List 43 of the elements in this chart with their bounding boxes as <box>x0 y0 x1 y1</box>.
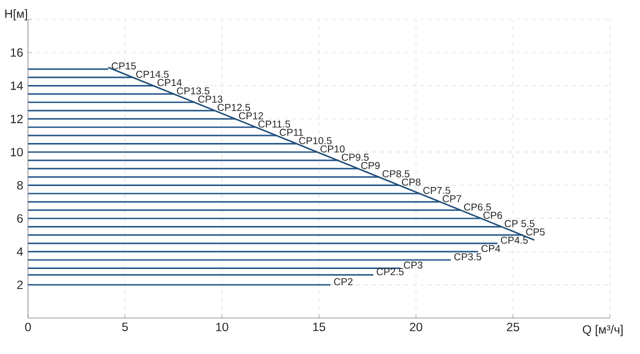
x-tick-label: 10 <box>216 322 228 332</box>
y-axis-title: H[м] <box>5 9 28 20</box>
series-label: CP10.5 <box>299 137 332 144</box>
x-tick-label: 15 <box>313 322 326 332</box>
series-label: CP10 <box>320 145 345 152</box>
x-tick-label: 25 <box>506 322 520 332</box>
y-tick-label: 6 <box>17 214 23 223</box>
y-tick-label: 2 <box>17 280 23 290</box>
x-tick-label: 0 <box>25 322 31 332</box>
series-label: CP7.5 <box>423 186 450 194</box>
y-tick-label: 16 <box>10 48 23 57</box>
series-label: CP2.5 <box>376 268 404 276</box>
series-label: CP9 <box>361 162 380 170</box>
series-label: CP8.5 <box>382 170 410 178</box>
x-tick-label: 5 <box>122 322 128 332</box>
x-tick-label: 20 <box>410 322 422 332</box>
series-label: CP6 <box>483 212 502 219</box>
series-label: CP13 <box>198 96 222 103</box>
series-label: CP13.5 <box>176 87 210 94</box>
x-axis-title: Q [м³/ч] <box>582 324 623 336</box>
series-label: CP14.5 <box>136 70 169 78</box>
series-label: CP9.5 <box>342 154 369 161</box>
series-label: CP12 <box>239 112 264 120</box>
y-tick-label: 8 <box>17 181 23 190</box>
series-label: CP3 <box>404 262 422 269</box>
series-label: CP5 <box>526 228 545 236</box>
series-label: CP11.5 <box>258 120 290 128</box>
y-tick-label: 14 <box>10 82 23 90</box>
series-label: CP11 <box>280 128 304 136</box>
series-label: CP6.5 <box>464 203 491 211</box>
series-label: CP14 <box>158 79 182 86</box>
series-label: CP12.5 <box>218 104 250 111</box>
series-label: CP7 <box>442 195 462 202</box>
series-label: CP2 <box>334 278 353 286</box>
series-label: CP3.5 <box>454 253 482 260</box>
series-label: CP15 <box>112 62 136 70</box>
series-label: CP 5.5 <box>504 220 534 228</box>
y-tick-label: 10 <box>10 148 23 156</box>
y-tick-label: 4 <box>16 248 23 256</box>
y-tick-label: 12 <box>10 114 23 124</box>
series-label: CP4 <box>482 244 500 252</box>
series-label: CP4.5 <box>500 236 528 244</box>
series-label: CP8 <box>402 178 420 186</box>
